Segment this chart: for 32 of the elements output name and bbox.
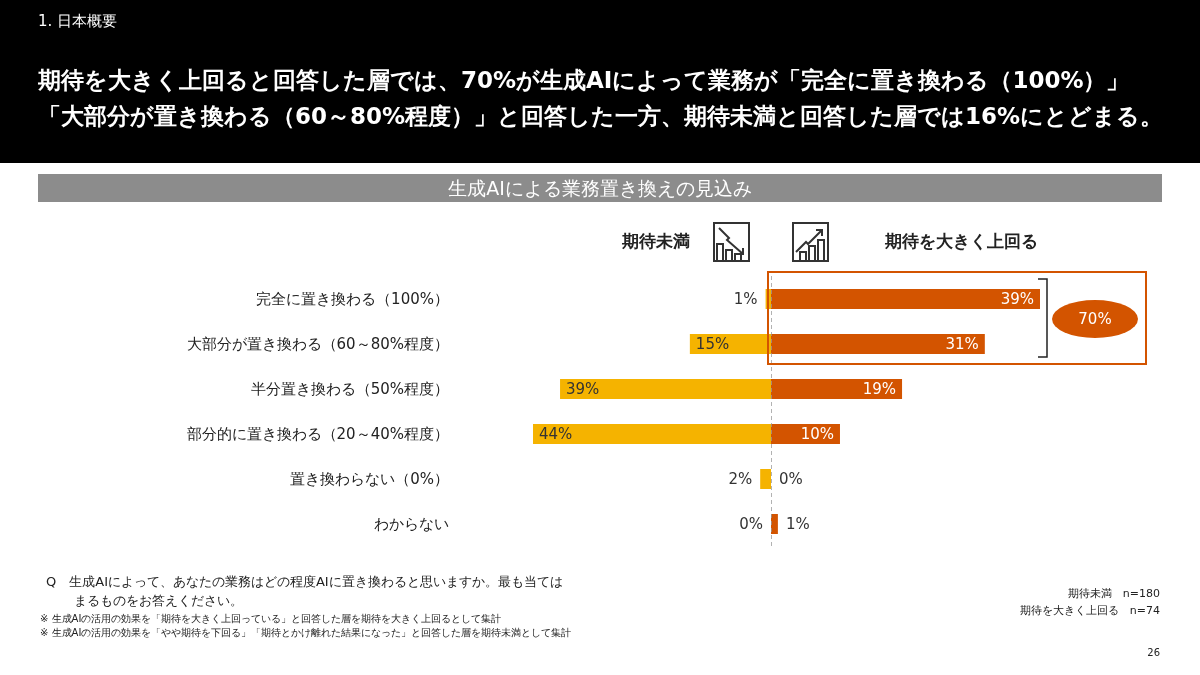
y-tick-label: わからない <box>374 514 449 533</box>
text: Q 生成AIによって、あなたの業務はどの程度AIに置き換わると思いますか。最も当てはまるものをお答えください。 <box>46 574 563 608</box>
data-label: 19% <box>862 379 897 398</box>
data-label: 0% <box>779 469 803 488</box>
bar <box>760 469 771 489</box>
text: 期待未満 n=180 <box>1067 587 1160 600</box>
bar <box>771 514 778 534</box>
text: 期待未満 <box>622 231 690 251</box>
text: 期待を大きく上回る <box>885 231 1038 251</box>
text: 期待を大きく上回る n=74 <box>1019 604 1160 617</box>
data-label: 2% <box>728 469 753 488</box>
y-tick-label: 完全に置き換わる（100%） <box>256 289 449 308</box>
text: 70% <box>1078 310 1112 328</box>
data-label: 1% <box>733 289 758 308</box>
data-label: 1% <box>785 514 810 533</box>
text: 26 <box>1147 647 1160 658</box>
data-label: 39% <box>1000 289 1034 308</box>
text: ※ 生成AIの活用の効果を「期待を大きく上回っている」と回答した層を期待を大きく上回るとして集計 <box>40 613 502 624</box>
y-tick-label: 半分置き換わる（50%程度） <box>250 379 449 398</box>
chart-title: 期待を大きく上回ると回答した層では、70%が生成AIによって業務が「完全に置き換わる（100%）」「大部分が置き換わる（60～80%程度）」と回答した一方、期待未満と回答した層では16%にとどまる。 <box>38 67 1164 129</box>
y-tick-label: 置き換わらない（0%） <box>290 469 449 488</box>
y-tick-label: 大部分が置き換わる（60～80%程度） <box>186 334 449 353</box>
data-label: 44% <box>539 424 573 443</box>
data-label: 0% <box>739 514 763 533</box>
data-label: 15% <box>695 334 730 353</box>
y-tick-label: 部分的に置き換わる（20～40%程度） <box>186 424 449 443</box>
chart-subtitle: 生成AIによる業務置き換えの見込み <box>448 177 752 199</box>
text: ※ 生成AIの活用の効果を「やや期待を下回る」「期待とかけ離れた結果になった」と回答した層を期待未満として集計 <box>40 627 572 638</box>
text: 1. 日本概要 <box>38 12 118 30</box>
data-label: 31% <box>945 334 979 353</box>
data-label: 10% <box>800 424 834 443</box>
data-label: 39% <box>566 379 600 398</box>
